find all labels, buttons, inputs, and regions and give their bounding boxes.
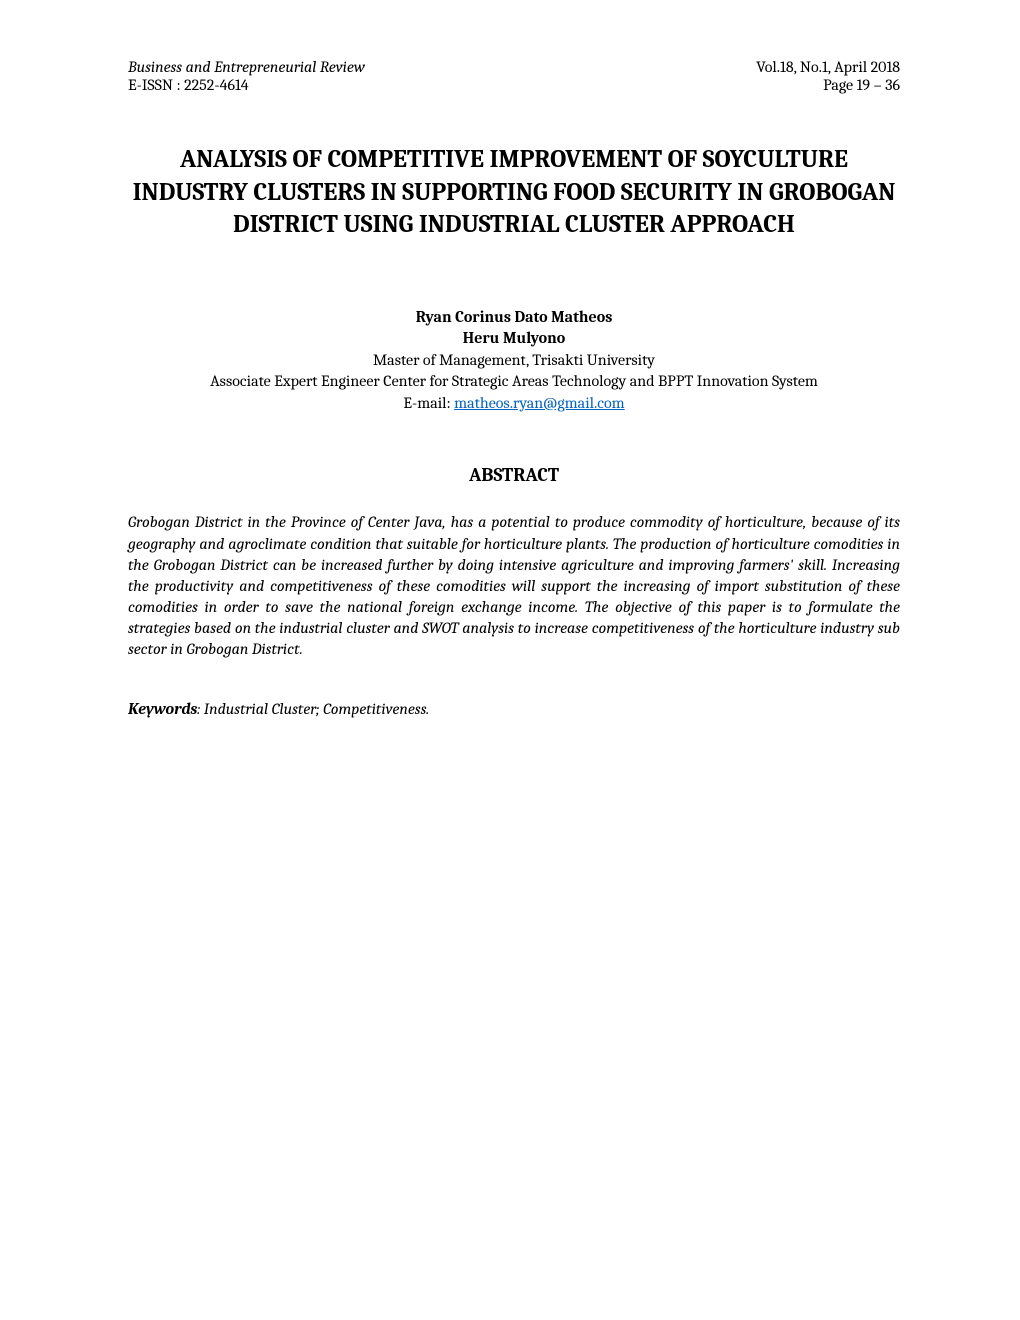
page-range: Page 19 – 36 [756, 76, 900, 94]
journal-name: Business and Entrepreneurial Review [128, 58, 365, 76]
author-name-1: Ryan Corinus Dato Matheos [128, 307, 900, 329]
volume-info: Vol.18, No.1, April 2018 [756, 58, 900, 76]
affiliation-2: Associate Expert Engineer Center for Str… [128, 371, 900, 393]
abstract-heading: ABSTRACT [128, 464, 900, 486]
paper-title: ANALYSIS OF COMPETITIVE IMPROVEMENT OF S… [128, 144, 900, 242]
affiliation-1: Master of Management, Trisakti Universit… [128, 350, 900, 372]
abstract-text: Grobogan District in the Province of Cen… [128, 512, 900, 660]
author-name-2: Heru Mulyono [128, 328, 900, 350]
email-label: E-mail: [403, 394, 454, 412]
email-link[interactable]: matheos.ryan@gmail.com [454, 394, 625, 412]
issn-number: E-ISSN : 2252-4614 [128, 76, 365, 94]
header-left-block: Business and Entrepreneurial Review E-IS… [128, 58, 365, 94]
keywords-label: Keywords [128, 700, 197, 718]
email-line: E-mail: matheos.ryan@gmail.com [128, 393, 900, 415]
header-right-block: Vol.18, No.1, April 2018 Page 19 – 36 [756, 58, 900, 94]
keywords-line: Keywords: Industrial Cluster; Competitiv… [128, 700, 900, 718]
authors-section: Ryan Corinus Dato Matheos Heru Mulyono M… [128, 307, 900, 415]
keywords-text: : Industrial Cluster; Competitiveness. [197, 700, 429, 718]
page-header: Business and Entrepreneurial Review E-IS… [128, 58, 900, 94]
